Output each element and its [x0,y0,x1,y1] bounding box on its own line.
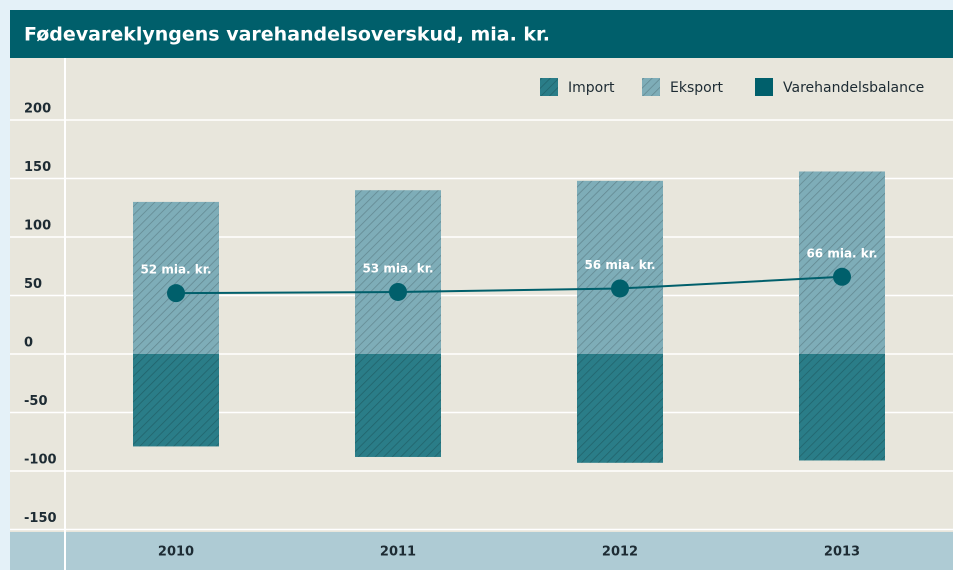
bar [799,354,885,461]
x-axis-band [10,532,953,570]
data-label: 52 mia. kr. [140,263,211,277]
x-tick-label: 2013 [824,545,860,560]
bar [133,201,219,354]
balance-point [167,284,185,303]
y-tick-label: 50 [24,277,42,292]
bar [799,171,885,354]
title-bar [10,10,953,58]
bar [577,180,663,354]
bar [577,354,663,463]
y-tick-label: 200 [24,102,51,117]
y-tick-label: 150 [24,160,51,175]
bar [355,190,441,354]
y-tick-label: 0 [24,336,33,351]
balance-line [175,275,843,295]
balance-point [611,279,629,298]
x-tick-label: 2012 [602,545,638,560]
legend-label: Import [568,80,615,96]
chart-title: Fødevareklyngens varehandelsoverskud, mi… [24,24,550,46]
y-tick-label: -100 [24,453,57,468]
y-tick-label: -150 [24,511,57,526]
legend-label: Varehandelsbalance [783,80,924,96]
legend-swatch [755,78,773,96]
balance-point [833,267,851,286]
data-label: 66 mia. kr. [806,246,877,260]
bar [355,354,441,457]
data-label: 56 mia. kr. [584,258,655,272]
y-tick-label: -50 [24,394,48,409]
balance-point [389,282,407,301]
x-tick-label: 2011 [380,545,416,560]
x-tick-label: 2010 [158,545,194,560]
bar [133,354,219,447]
legend-label: Eksport [670,80,723,96]
legend-swatch [642,78,660,96]
data-label: 53 mia. kr. [362,261,433,275]
y-tick-label: 100 [24,219,51,234]
legend-swatch [540,78,558,96]
